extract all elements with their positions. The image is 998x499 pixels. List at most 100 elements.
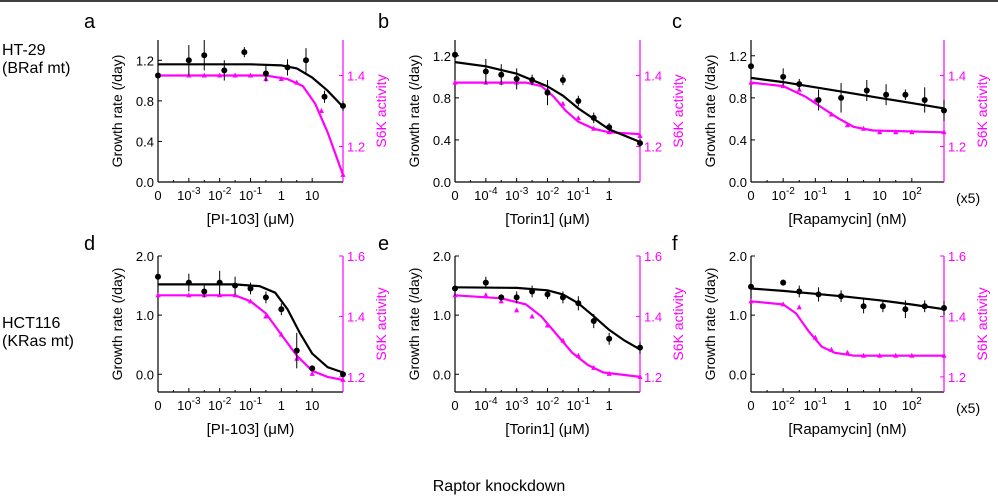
growth-point [185,279,192,286]
growth-point [637,344,643,351]
growth-point [340,371,346,378]
x-tick-label: 10-2 [208,186,232,203]
s6k-point [877,352,883,358]
growth-point [452,285,458,292]
growth-point [340,102,346,109]
s6k-point [544,322,551,328]
x-tick-label: 1 [278,188,285,203]
panel-label: e [378,233,389,255]
y-tick-label: 0.8 [433,91,451,106]
y-tick-label: 0.0 [433,175,451,190]
y-axis-label: Growth rate (/day) [109,55,125,168]
x-axis-label: [Rapamycin] (nM) [788,421,906,438]
y-tick-label: 2.0 [433,249,451,264]
growth-point [606,124,613,131]
s6k-point [247,298,254,304]
x-tick-label: 1 [844,188,851,203]
s6k-fit-curve [158,294,344,381]
growth-point [606,335,613,342]
growth-point [529,76,536,83]
y2-tick-label: 1.4 [644,309,662,324]
y2-tick-label: 1.4 [347,309,365,324]
x-tick-label: 10-1 [567,186,591,203]
growth-fit-curve [454,61,641,144]
x-tick-label: 10 [305,398,319,413]
x-tick-label: 10 [872,188,886,203]
s6k-point [893,129,899,135]
s6k-point [606,370,612,376]
s6k-point [844,349,851,355]
s6k-point [748,298,754,304]
y-tick-label: 0.4 [136,134,154,149]
growth-point [796,288,803,295]
panel-a: a 0 10-3 10-2 10-1 1 10 0.0 0.4 0.8 1.2 1.2 1.4 Growt… [84,11,389,228]
x-tick-label: 10 [872,398,886,413]
y-tick-label: 2.0 [729,249,747,264]
growth-point [321,93,328,100]
y-tick-label: 0.8 [136,94,154,109]
x-tick-label: 10-3 [177,186,201,203]
growth-point [544,291,551,298]
x-tick-label: 0 [451,188,458,203]
s6k-fit-curve [750,300,944,357]
row-label-1-line2: (BRaf mt) [2,60,70,77]
s6k-point [529,313,535,319]
s6k-point [591,364,597,370]
s6k-point [232,72,238,78]
y2-tick-label: 1.4 [644,69,662,84]
s6k-point [318,108,325,113]
s6k-point [591,125,597,131]
s6k-point [309,370,315,376]
s6k-point [941,129,947,135]
y-tick-label: 2.0 [136,249,154,264]
growth-fit-curve [158,63,344,108]
y-tick-label: 1.2 [433,49,451,64]
growth-point [748,283,754,290]
y2-axis-label: S6K activity [670,287,686,360]
s6k-point [893,352,899,358]
y-axis-label: Growth rate (/day) [406,55,422,168]
growth-point [637,140,643,147]
row-label-2-line2: (KRas mt) [2,333,74,350]
s6k-point [217,72,223,78]
y-tick-label: 0.0 [729,367,747,382]
growth-point [796,81,803,88]
y-tick-label: 0.4 [729,133,747,148]
y-tick-label: 1.2 [136,53,154,68]
s6k-point [828,346,835,352]
y-tick-label: 1.0 [433,308,451,323]
s6k-point [155,292,161,298]
y2-tick-label: 1.6 [644,249,662,264]
x-tick-label: 10-4 [474,186,498,203]
growth-point [883,91,890,98]
x-tick-label: 10-3 [177,396,201,413]
s6k-point [941,352,947,358]
s6k-point [498,298,504,304]
s6k-point [201,72,207,78]
x-tick-label: 1 [606,398,613,413]
growth-point [544,89,551,96]
growth-point [293,347,300,354]
growth-point [309,365,316,372]
y-axis-label: Growth rate (/day) [109,268,125,381]
y2-axis-label: S6K activity [974,74,990,147]
s6k-point [606,129,612,135]
x-tick-label: 10-1 [567,396,591,413]
y2-axis-label: S6K activity [974,287,990,360]
growth-point [921,96,928,103]
growth-point [284,64,291,71]
s6k-point [340,171,346,177]
y2-tick-label: 1.2 [948,370,966,385]
x-axis-label: [Rapamycin] (nM) [788,211,906,228]
s6k-point [186,292,192,298]
y-axis-label: Growth rate (/day) [702,55,718,168]
s6k-point [278,331,284,337]
row-label-2-line1: HCT116 [2,315,60,332]
s6k-fit-curve [750,81,945,134]
y2-tick-label: 1.2 [948,140,966,155]
s6k-point [217,292,223,298]
panel-b: b 0 10-4 10-3 10-2 10-1 1 0.0 0.4 0.8 1.2 1.2 1.4 Gro… [378,11,686,228]
growth-point [529,288,536,295]
growth-point [780,279,787,286]
growth-point [185,57,192,64]
